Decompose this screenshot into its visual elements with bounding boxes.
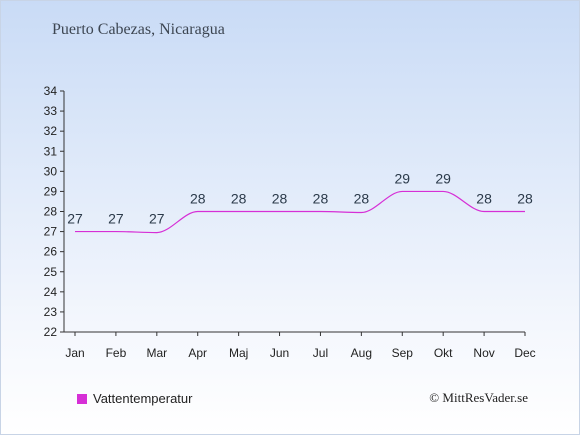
x-tick-label: Jan — [65, 346, 84, 360]
data-label: 27 — [108, 211, 124, 227]
y-tick-label: 28 — [44, 205, 58, 219]
y-tick-label: 27 — [44, 225, 58, 239]
y-tick-label: 32 — [44, 124, 58, 138]
series-line-vattentemperatur — [74, 190, 525, 234]
x-tick-label: Okt — [434, 346, 453, 360]
y-tick-label: 25 — [44, 265, 58, 279]
data-label: 28 — [190, 191, 206, 207]
data-label: 27 — [67, 211, 83, 227]
x-tick-label: Jul — [313, 346, 328, 360]
legend-label: Vattentemperatur — [93, 391, 193, 406]
x-tick-label: Feb — [106, 346, 127, 360]
x-tick-label: Sep — [392, 346, 414, 360]
data-label: 28 — [231, 191, 247, 207]
x-tick-label: Nov — [473, 346, 494, 360]
data-label: 28 — [517, 191, 533, 207]
y-axis: 22 23 24 25 26 27 28 29 30 31 32 33 34 — [44, 84, 65, 339]
data-label: 28 — [272, 191, 288, 207]
data-label: 28 — [476, 191, 492, 207]
y-tick-label: 29 — [44, 184, 58, 198]
x-tick-label: Apr — [188, 346, 207, 360]
x-tick-label: Jun — [270, 346, 289, 360]
data-label: 28 — [313, 191, 329, 207]
x-tick-label: Aug — [351, 346, 372, 360]
page-title: Puerto Cabezas, Nicaragua — [52, 21, 225, 38]
y-tick-label: 24 — [44, 285, 58, 299]
data-label: 28 — [354, 191, 370, 207]
y-tick-label: 30 — [44, 164, 58, 178]
data-label: 29 — [435, 170, 451, 186]
y-tick-label: 33 — [44, 104, 58, 118]
y-tick-label: 22 — [44, 325, 58, 339]
y-tick-label: 31 — [44, 144, 58, 158]
data-labels: 27 27 27 28 28 28 28 28 29 29 28 28 — [67, 170, 533, 226]
series-layer — [74, 190, 525, 234]
y-tick-label: 23 — [44, 305, 58, 319]
y-tick-label: 26 — [44, 245, 58, 259]
x-tick-label: Mar — [146, 346, 167, 360]
data-label: 27 — [149, 211, 165, 227]
x-axis: Jan Feb Mar Apr Maj Jun Jul Aug Sep Okt Nov Dec — [64, 331, 536, 360]
legend: Vattentemperatur — [77, 391, 192, 406]
y-tick-label: 34 — [44, 84, 58, 98]
x-tick-label: Maj — [229, 346, 248, 360]
x-tick-label: Dec — [514, 346, 535, 360]
copyright: © MittResVader.se — [429, 390, 528, 405]
legend-swatch — [77, 393, 87, 404]
data-label: 29 — [394, 170, 410, 186]
